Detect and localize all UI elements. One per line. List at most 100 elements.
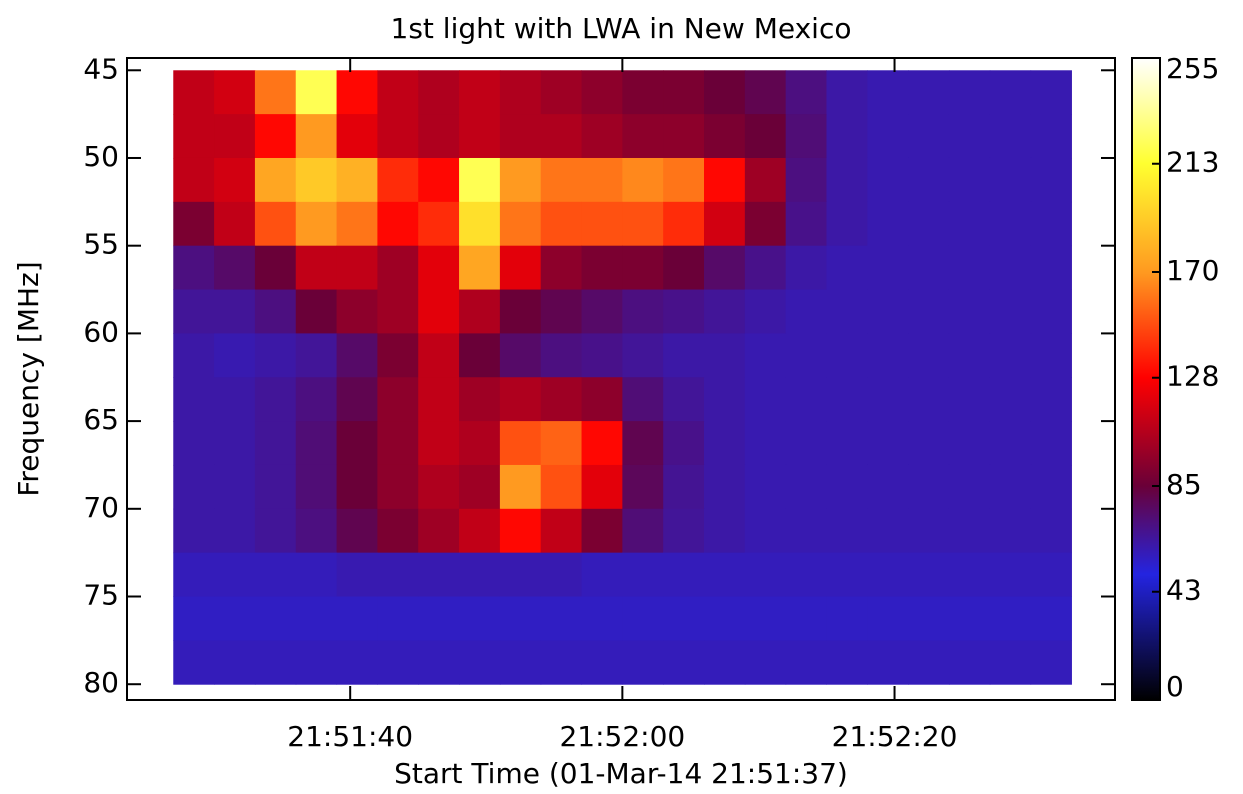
heat-cell	[377, 597, 418, 641]
colorbar-tick-label: 43	[1166, 574, 1202, 607]
heat-cell	[663, 333, 704, 377]
heat-cell	[1031, 597, 1072, 641]
heat-cell	[745, 377, 786, 421]
heat-cell	[826, 597, 867, 641]
heat-cell	[418, 158, 459, 202]
heat-cell	[867, 202, 908, 246]
heat-cell	[377, 553, 418, 597]
heat-cell	[459, 509, 500, 553]
heat-cell	[255, 158, 296, 202]
heat-cell	[541, 246, 582, 290]
heat-cell	[745, 70, 786, 114]
heat-cell	[990, 333, 1031, 377]
heat-cell	[622, 421, 663, 465]
heat-cell	[908, 246, 949, 290]
heat-cell	[990, 202, 1031, 246]
heat-cell	[1031, 509, 1072, 553]
heat-cell	[990, 114, 1031, 158]
heat-cell	[459, 70, 500, 114]
heat-cell	[704, 640, 745, 684]
heat-cell	[418, 202, 459, 246]
heat-cell	[990, 246, 1031, 290]
heat-cell	[296, 114, 337, 158]
heat-cell	[337, 465, 378, 509]
heat-cell	[949, 202, 990, 246]
heat-cell	[255, 509, 296, 553]
heat-cell	[867, 377, 908, 421]
heat-cell	[173, 333, 214, 377]
heat-cell	[173, 421, 214, 465]
heat-cell	[541, 114, 582, 158]
heat-cell	[173, 377, 214, 421]
heat-cell	[500, 114, 541, 158]
chart: 1st light with LWA in New Mexico Start T…	[0, 0, 1243, 794]
heat-cell	[377, 465, 418, 509]
heat-cell	[214, 421, 255, 465]
heat-cell	[500, 158, 541, 202]
heat-cell	[173, 640, 214, 684]
heat-cell	[949, 421, 990, 465]
heat-cell	[908, 70, 949, 114]
heat-cell	[622, 70, 663, 114]
heat-cell	[459, 290, 500, 334]
heat-cell	[377, 114, 418, 158]
heat-cell	[255, 70, 296, 114]
x-tick-label: 21:52:00	[559, 720, 685, 753]
heat-cell	[745, 553, 786, 597]
heat-cell	[173, 246, 214, 290]
heat-cell	[786, 509, 827, 553]
heat-cell	[704, 70, 745, 114]
heat-cell	[745, 158, 786, 202]
heat-cell	[704, 377, 745, 421]
heat-cell	[704, 333, 745, 377]
heat-cell	[459, 114, 500, 158]
heat-cell	[214, 640, 255, 684]
heat-cell	[582, 70, 623, 114]
heat-cell	[1031, 421, 1072, 465]
heat-cell	[908, 114, 949, 158]
heat-cell	[908, 509, 949, 553]
heat-cell	[541, 421, 582, 465]
x-tick-label: 21:52:20	[832, 720, 958, 753]
heat-cell	[541, 509, 582, 553]
heat-cell	[622, 290, 663, 334]
heat-cell	[1031, 333, 1072, 377]
heat-cell	[704, 246, 745, 290]
heat-cell	[255, 421, 296, 465]
heat-cell	[582, 158, 623, 202]
heat-cell	[867, 553, 908, 597]
heat-cell	[500, 509, 541, 553]
heat-cell	[500, 553, 541, 597]
heat-cell	[582, 333, 623, 377]
heat-cell	[541, 202, 582, 246]
heat-cell	[949, 553, 990, 597]
heat-cell	[1031, 158, 1072, 202]
heat-cell	[255, 377, 296, 421]
heat-cell	[459, 333, 500, 377]
heat-cell	[867, 465, 908, 509]
heat-cell	[908, 202, 949, 246]
heat-cell	[663, 158, 704, 202]
heat-cell	[786, 290, 827, 334]
y-tick-label: 60	[83, 315, 119, 348]
heat-cell	[582, 465, 623, 509]
heat-cell	[377, 509, 418, 553]
heat-cell	[377, 202, 418, 246]
heat-cell	[418, 597, 459, 641]
heat-cell	[296, 290, 337, 334]
heat-cell	[337, 114, 378, 158]
y-tick-label: 45	[83, 52, 119, 85]
heat-cell	[541, 553, 582, 597]
heat-cell	[500, 421, 541, 465]
heat-cell	[949, 70, 990, 114]
heat-cell	[296, 597, 337, 641]
heat-cell	[622, 114, 663, 158]
heat-cell	[622, 553, 663, 597]
heat-cell	[786, 377, 827, 421]
heat-cell	[418, 640, 459, 684]
heat-cell	[459, 158, 500, 202]
heat-cell	[990, 597, 1031, 641]
heat-cell	[459, 246, 500, 290]
x-axis-label: Start Time (01-Mar-14 21:51:37)	[394, 757, 848, 790]
heat-cell	[786, 421, 827, 465]
